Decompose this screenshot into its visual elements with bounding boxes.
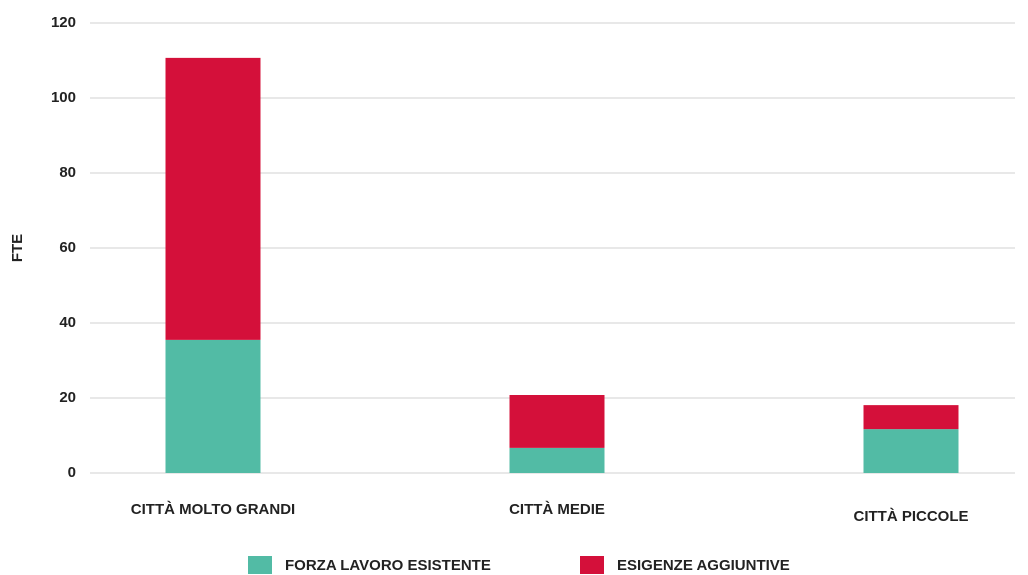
- y-tick-label: 60: [59, 239, 76, 256]
- x-tick-label: CITTÀ PICCOLE: [854, 508, 969, 525]
- legend-swatch: [580, 556, 604, 574]
- bar-segment: [165, 339, 261, 473]
- bar-segment: [863, 405, 959, 430]
- y-tick-label: 40: [59, 314, 76, 331]
- x-tick-label: CITTÀ MOLTO GRANDI: [131, 501, 295, 518]
- x-tick-label: CITTÀ MEDIE: [509, 501, 605, 518]
- legend-label: ESIGENZE AGGIUNTIVE: [617, 557, 790, 574]
- y-tick-label: 0: [68, 464, 76, 481]
- y-tick-label: 100: [51, 89, 76, 106]
- y-axis-label: FTE: [9, 234, 26, 262]
- y-tick-label: 120: [51, 14, 76, 31]
- bar-segment: [863, 429, 959, 473]
- legend-label: FORZA LAVORO ESISTENTE: [285, 557, 491, 574]
- y-tick-label: 20: [59, 389, 76, 406]
- bar-segment: [165, 57, 261, 340]
- bar-segment: [509, 395, 605, 448]
- y-tick-label: 80: [59, 164, 76, 181]
- legend-swatch: [248, 556, 272, 574]
- bar-segment: [509, 447, 605, 473]
